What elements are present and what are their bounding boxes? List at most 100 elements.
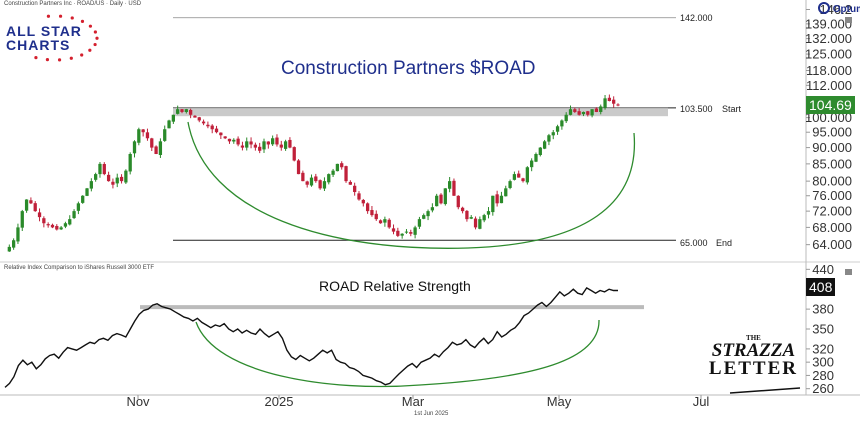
candle-body bbox=[201, 121, 206, 124]
x-tick-label: Mar bbox=[402, 394, 425, 409]
candle-body bbox=[37, 212, 42, 218]
candle-body bbox=[262, 141, 266, 150]
optuma-logo: Optuma bbox=[818, 2, 860, 15]
candle-body bbox=[296, 160, 301, 175]
candle-body bbox=[452, 180, 456, 196]
candle-body bbox=[542, 141, 547, 149]
candle-body bbox=[29, 200, 33, 204]
candle-body bbox=[396, 230, 400, 236]
candle-body bbox=[76, 203, 81, 211]
logo-star-icon bbox=[88, 24, 93, 28]
strazza-letter-logo: THE STRAZZA LETTER bbox=[709, 334, 798, 378]
x-tick-label: Nov bbox=[126, 394, 150, 409]
candle-body bbox=[374, 213, 378, 220]
candle-body bbox=[236, 138, 240, 145]
resistance-band bbox=[173, 107, 668, 117]
x-tick-label: Jul bbox=[693, 394, 710, 409]
candle-body bbox=[612, 99, 616, 104]
candle-body bbox=[128, 153, 132, 172]
price-y-tick-label: 76.000 bbox=[812, 188, 852, 203]
logo-star-icon bbox=[80, 19, 85, 23]
candle-body bbox=[327, 174, 331, 183]
level-label-end: 65.000 bbox=[680, 238, 708, 248]
price-y-tick-label: 95.000 bbox=[812, 125, 852, 140]
strazza-line-2: LETTER bbox=[708, 358, 798, 379]
candle-body bbox=[495, 194, 499, 204]
lower-panel-label: Relative Index Comparison to iShares Rus… bbox=[4, 265, 155, 271]
candle-body bbox=[465, 210, 469, 220]
candle-body bbox=[42, 218, 46, 224]
provider-name: Optuma bbox=[832, 4, 860, 15]
chart-title: Construction Partners $ROAD bbox=[281, 58, 536, 79]
price-y-tick-label: 125.000 bbox=[805, 47, 852, 62]
candle-body bbox=[581, 111, 586, 115]
price-y-tick-label: 139.000 bbox=[805, 16, 852, 31]
candle-body bbox=[94, 174, 98, 180]
candle-body bbox=[370, 210, 374, 216]
candle-body bbox=[448, 181, 452, 189]
logo-star-icon bbox=[93, 30, 97, 34]
candle-body bbox=[594, 108, 599, 112]
price-y-tick-label: 90.000 bbox=[812, 140, 852, 155]
logo-star-icon bbox=[57, 58, 62, 62]
candle-body bbox=[456, 195, 460, 208]
logo-star-icon bbox=[95, 36, 99, 40]
candle-body bbox=[245, 141, 249, 148]
candle-body bbox=[301, 172, 305, 182]
candle-body bbox=[193, 115, 197, 118]
candle-body bbox=[482, 215, 486, 221]
candle-body bbox=[305, 181, 309, 185]
candle-body bbox=[504, 188, 508, 197]
candle-body bbox=[72, 211, 76, 219]
candle-body bbox=[171, 114, 175, 122]
candle-body bbox=[180, 109, 184, 112]
candle-body bbox=[512, 174, 517, 180]
candle-body bbox=[473, 218, 478, 228]
candle-body bbox=[145, 132, 150, 139]
candle-body bbox=[141, 129, 145, 133]
candle-body bbox=[214, 128, 219, 133]
candle-body bbox=[16, 227, 20, 242]
rs-y-tick-label: 440 bbox=[812, 262, 834, 277]
candle-body bbox=[68, 219, 72, 225]
candle-body bbox=[616, 104, 620, 106]
candle-body bbox=[331, 170, 335, 175]
candle-body bbox=[240, 145, 245, 148]
candle-body bbox=[132, 141, 137, 154]
candle-body bbox=[378, 220, 383, 224]
candle-body bbox=[197, 117, 201, 121]
candle-body bbox=[106, 174, 111, 182]
candle-body bbox=[184, 109, 188, 113]
candle-body bbox=[266, 141, 270, 145]
price-y-tick-label: 112.000 bbox=[806, 78, 852, 93]
candle-body bbox=[547, 135, 551, 142]
candle-body bbox=[124, 170, 128, 183]
candle-body bbox=[309, 177, 314, 186]
price-panel bbox=[7, 17, 676, 252]
rs-y-tick-label: 380 bbox=[812, 302, 834, 317]
candle-body bbox=[426, 211, 430, 217]
candle-body bbox=[430, 207, 435, 211]
candle-body bbox=[206, 124, 210, 127]
price-y-tick-label: 132.000 bbox=[805, 31, 852, 46]
candle-body bbox=[348, 181, 352, 185]
candle-body bbox=[223, 136, 227, 139]
candle-body bbox=[460, 207, 465, 212]
logo-star-icon bbox=[88, 48, 92, 52]
candle-body bbox=[288, 139, 292, 148]
candle-body bbox=[435, 195, 439, 207]
candle-body bbox=[478, 219, 482, 229]
candle-body bbox=[219, 132, 223, 136]
candle-body bbox=[603, 98, 607, 108]
candle-body bbox=[158, 141, 163, 155]
pen-icon bbox=[729, 387, 801, 394]
candle-body bbox=[443, 188, 447, 205]
price-y-tick-label: 68.000 bbox=[812, 220, 852, 235]
candle-body bbox=[365, 203, 370, 212]
logo-star-icon bbox=[70, 16, 74, 20]
candle-body bbox=[400, 233, 404, 236]
x-tick-label: May bbox=[547, 394, 572, 409]
price-y-tick-label: 80.000 bbox=[812, 174, 852, 189]
candle-body bbox=[404, 231, 409, 233]
candle-body bbox=[499, 195, 504, 204]
